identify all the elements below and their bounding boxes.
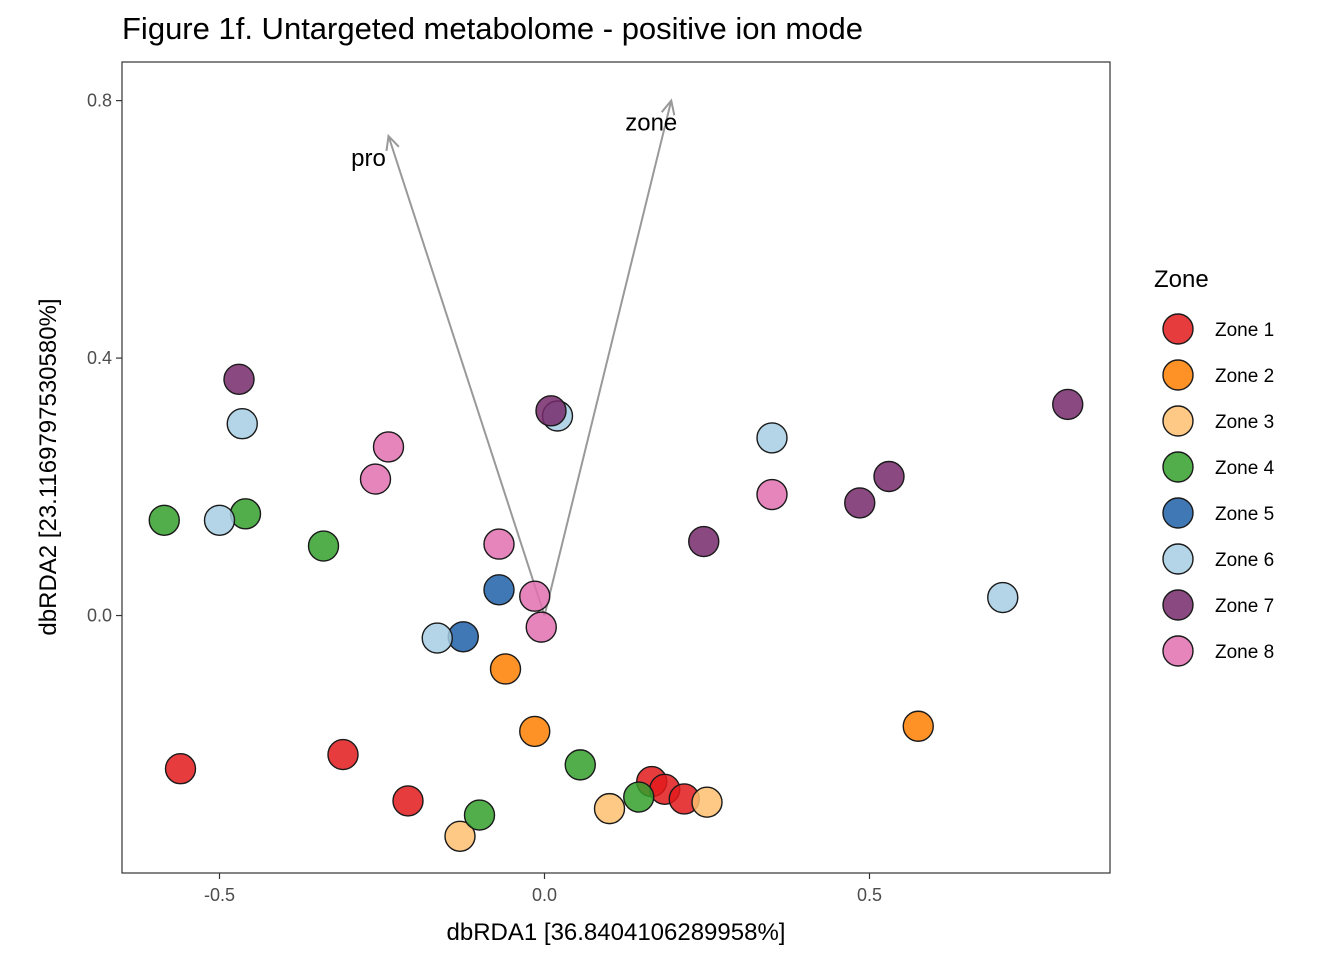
y-tick-label: 0.4 — [87, 348, 112, 368]
y-tick-label: 0.8 — [87, 91, 112, 111]
data-point — [519, 580, 551, 612]
data-point — [756, 478, 788, 511]
vector-arrow-pro — [387, 135, 546, 616]
data-point — [525, 611, 557, 643]
data-point — [489, 653, 522, 685]
data-point — [535, 395, 567, 427]
legend-key — [1162, 313, 1194, 345]
y-axis-label: dbRDA2 [23.1169797530580%] — [35, 298, 62, 635]
x-tick-label: -0.5 — [204, 885, 235, 905]
vector-arrowhead-pro — [385, 133, 400, 152]
legend-label: Zone 7 — [1215, 596, 1274, 617]
data-point — [483, 574, 515, 606]
data-point — [691, 786, 723, 818]
data-point — [203, 504, 236, 536]
data-point — [392, 785, 424, 817]
x-axis-label: dbRDA1 [36.8404106289958%] — [447, 919, 786, 946]
data-point — [519, 715, 551, 748]
legend-label: Zone 5 — [1215, 504, 1274, 525]
legend-label: Zone 2 — [1215, 366, 1274, 387]
legend-key — [1162, 405, 1194, 437]
data-point — [229, 498, 262, 530]
data-point — [148, 504, 180, 536]
legend-label: Zone 3 — [1215, 412, 1274, 433]
axes: -0.5 0.0 0.5 0.0 0.4 0.8 — [87, 91, 882, 905]
data-points — [148, 363, 1084, 853]
legend-title: Zone — [1154, 266, 1209, 293]
legend-label: Zone 6 — [1215, 550, 1274, 571]
data-point — [873, 460, 905, 493]
data-point — [593, 792, 626, 825]
legend-label: Zone 4 — [1215, 458, 1275, 479]
biplot-vectors: pro zone — [351, 98, 677, 616]
legend-key — [1162, 543, 1194, 575]
data-point — [444, 820, 476, 853]
data-point — [844, 487, 876, 519]
data-point — [463, 799, 496, 831]
data-point — [226, 408, 258, 440]
data-point — [223, 363, 255, 396]
data-point — [327, 738, 359, 771]
data-point — [483, 528, 515, 560]
vector-label-pro: pro — [351, 145, 386, 172]
legend: Zone Zone 1 Zone 2 Zone 3 Zone 4 Zone 5 Zone … — [1154, 266, 1275, 667]
data-point — [688, 525, 720, 558]
legend-key — [1162, 359, 1194, 391]
data-point — [372, 431, 405, 463]
data-point — [164, 753, 197, 785]
legend-key — [1162, 497, 1194, 529]
data-point — [359, 463, 392, 495]
vector-label-zone: zone — [625, 110, 677, 137]
data-point — [1052, 388, 1084, 421]
legend-key — [1162, 451, 1194, 483]
y-tick-label: 0.0 — [87, 606, 112, 626]
data-point — [756, 422, 788, 454]
data-point — [987, 581, 1019, 614]
x-tick-label: 0.0 — [532, 885, 557, 905]
data-point — [623, 781, 655, 813]
legend-label: Zone 1 — [1215, 320, 1274, 341]
data-point — [421, 622, 453, 654]
data-point — [307, 530, 340, 562]
legend-label: Zone 8 — [1215, 642, 1274, 663]
legend-key — [1162, 589, 1194, 621]
vector-arrow-zone — [543, 100, 673, 616]
chart-title: Figure 1f. Untargeted metabolome - posit… — [122, 11, 863, 46]
vector-arrowhead-zone — [660, 98, 676, 116]
data-point — [564, 749, 596, 781]
legend-key — [1162, 635, 1194, 667]
plot-panel — [121, 61, 1111, 874]
data-point — [902, 710, 934, 742]
x-tick-label: 0.5 — [857, 885, 882, 905]
